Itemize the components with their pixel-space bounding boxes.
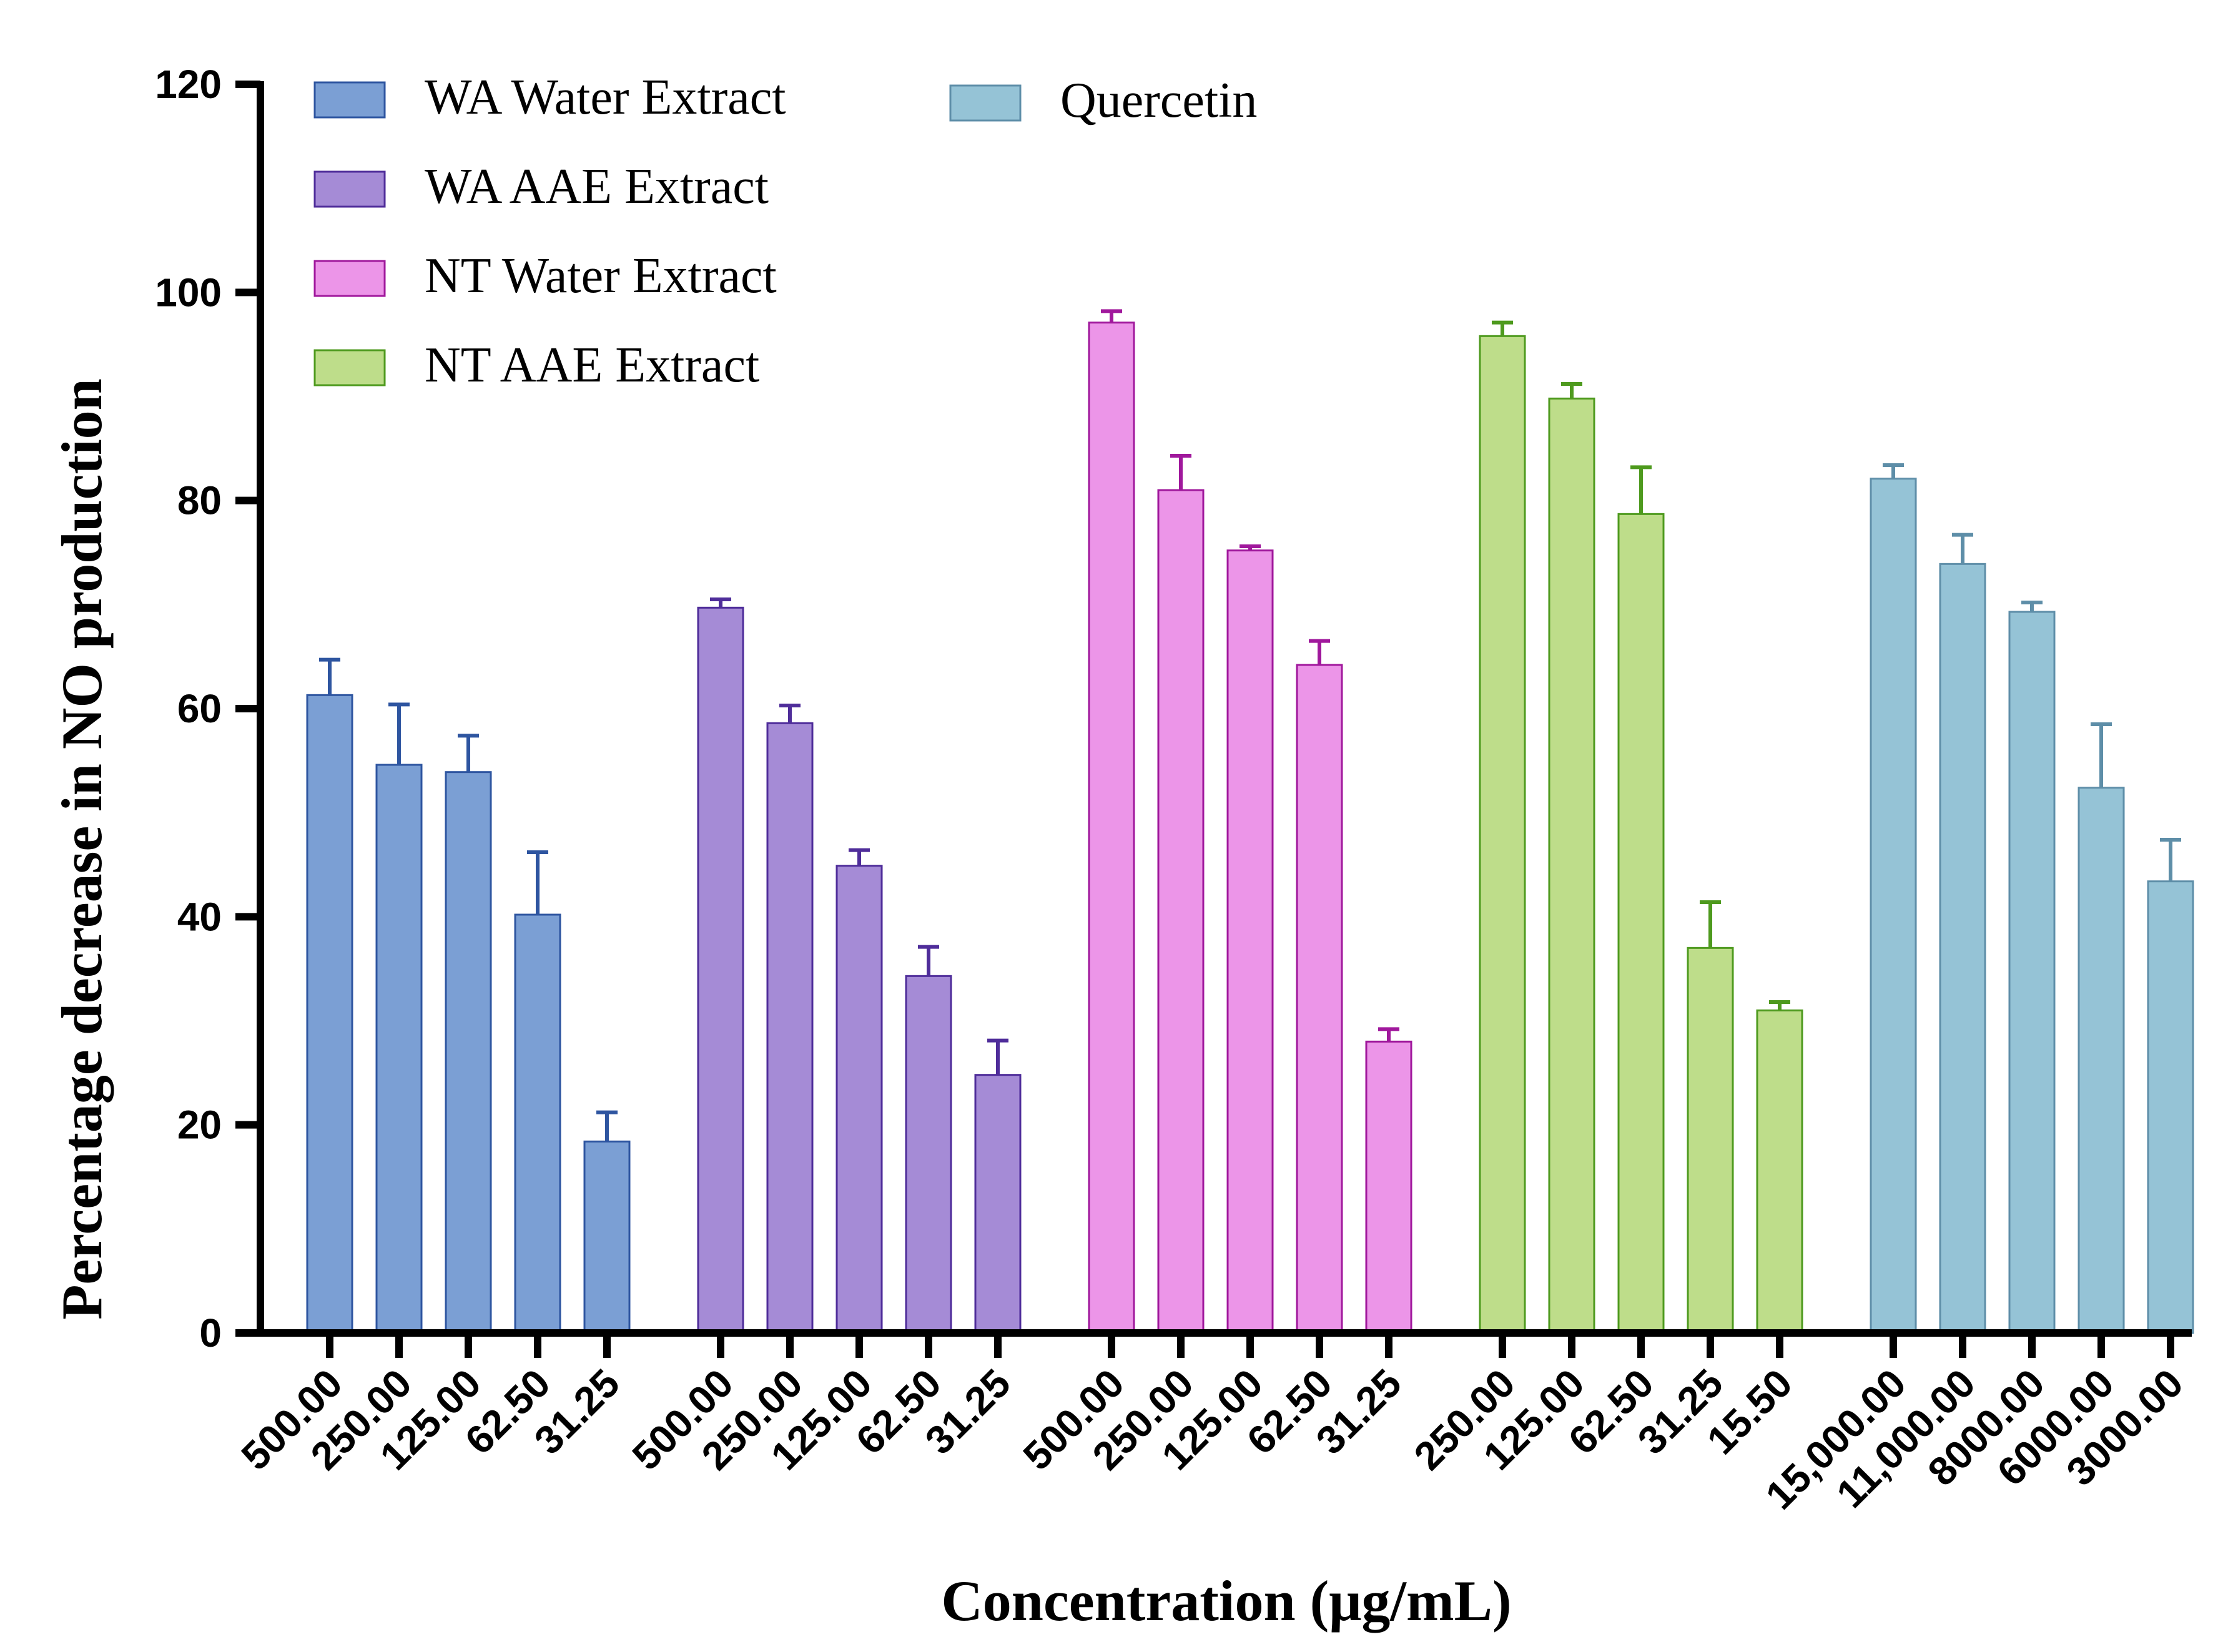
bar: [2147, 880, 2194, 1334]
series-wa-water-extract: [306, 657, 631, 1334]
x-ticks: 500.00250.00125.0062.5031.25500.00250.00…: [233, 1333, 2192, 1518]
y-tick-label: 0: [199, 1310, 222, 1355]
y-tick-label: 40: [177, 894, 222, 939]
bar: [766, 722, 814, 1334]
legend-item: Quercetin: [949, 73, 1257, 128]
bar: [1617, 513, 1665, 1334]
series-quercetin: [1870, 463, 2194, 1334]
bar: [1365, 1040, 1412, 1334]
legend-swatch: [313, 170, 386, 208]
legend-label: WA Water Extract: [425, 70, 786, 125]
bars-layer: [306, 309, 2194, 1334]
bar: [2008, 611, 2056, 1334]
legend-swatch: [949, 84, 1022, 122]
legend-label: WA AAE Extract: [425, 159, 769, 214]
legend-label: NT Water Extract: [425, 248, 777, 303]
bar: [1226, 549, 1274, 1334]
bar: [306, 694, 353, 1334]
bar: [583, 1140, 631, 1334]
bar: [1479, 335, 1526, 1334]
series-nt-water-extract: [1088, 309, 1412, 1334]
legend-swatch: [313, 349, 386, 386]
legend-item: WA Water Extract: [313, 70, 786, 125]
y-tick-label: 120: [155, 62, 222, 107]
legend-swatch: [313, 260, 386, 297]
legend-label: NT AAE Extract: [425, 338, 759, 393]
bar: [1157, 489, 1205, 1334]
legend-swatch: [313, 81, 386, 119]
y-tick-label: 100: [155, 270, 222, 315]
bar: [1939, 563, 1986, 1334]
legend: WA Water Extract WA AAE Extract NT Water E…: [313, 70, 1257, 393]
x-axis-title: Concentration (μg/mL): [941, 1569, 1511, 1633]
bar: [1296, 664, 1343, 1334]
y-tick-label: 80: [177, 478, 222, 523]
bar: [375, 764, 423, 1334]
y-axis-title: Percentage decrease in NO production: [50, 378, 114, 1320]
bar: [1870, 478, 1917, 1334]
bar: [1687, 946, 1734, 1334]
y-tick-label: 60: [177, 686, 222, 731]
bar: [1088, 322, 1135, 1334]
bar: [974, 1074, 1022, 1334]
bar: [835, 865, 883, 1334]
series-nt-aae-extract: [1479, 320, 1803, 1334]
series-wa-aae-extract: [697, 597, 1022, 1334]
bar: [1548, 397, 1595, 1334]
bar: [514, 913, 561, 1334]
legend-item: WA AAE Extract: [313, 159, 769, 214]
bar: [905, 975, 952, 1334]
bar: [1756, 1009, 1803, 1334]
bar: [697, 606, 744, 1334]
bar: [2078, 787, 2125, 1334]
legend-item: NT AAE Extract: [313, 338, 759, 393]
legend-item: NT Water Extract: [313, 248, 777, 303]
y-tick-label: 20: [177, 1103, 222, 1148]
bar: [445, 771, 492, 1334]
y-ticks: 0 20 40 60 80 100 120: [155, 62, 260, 1355]
legend-label: Quercetin: [1060, 73, 1257, 128]
